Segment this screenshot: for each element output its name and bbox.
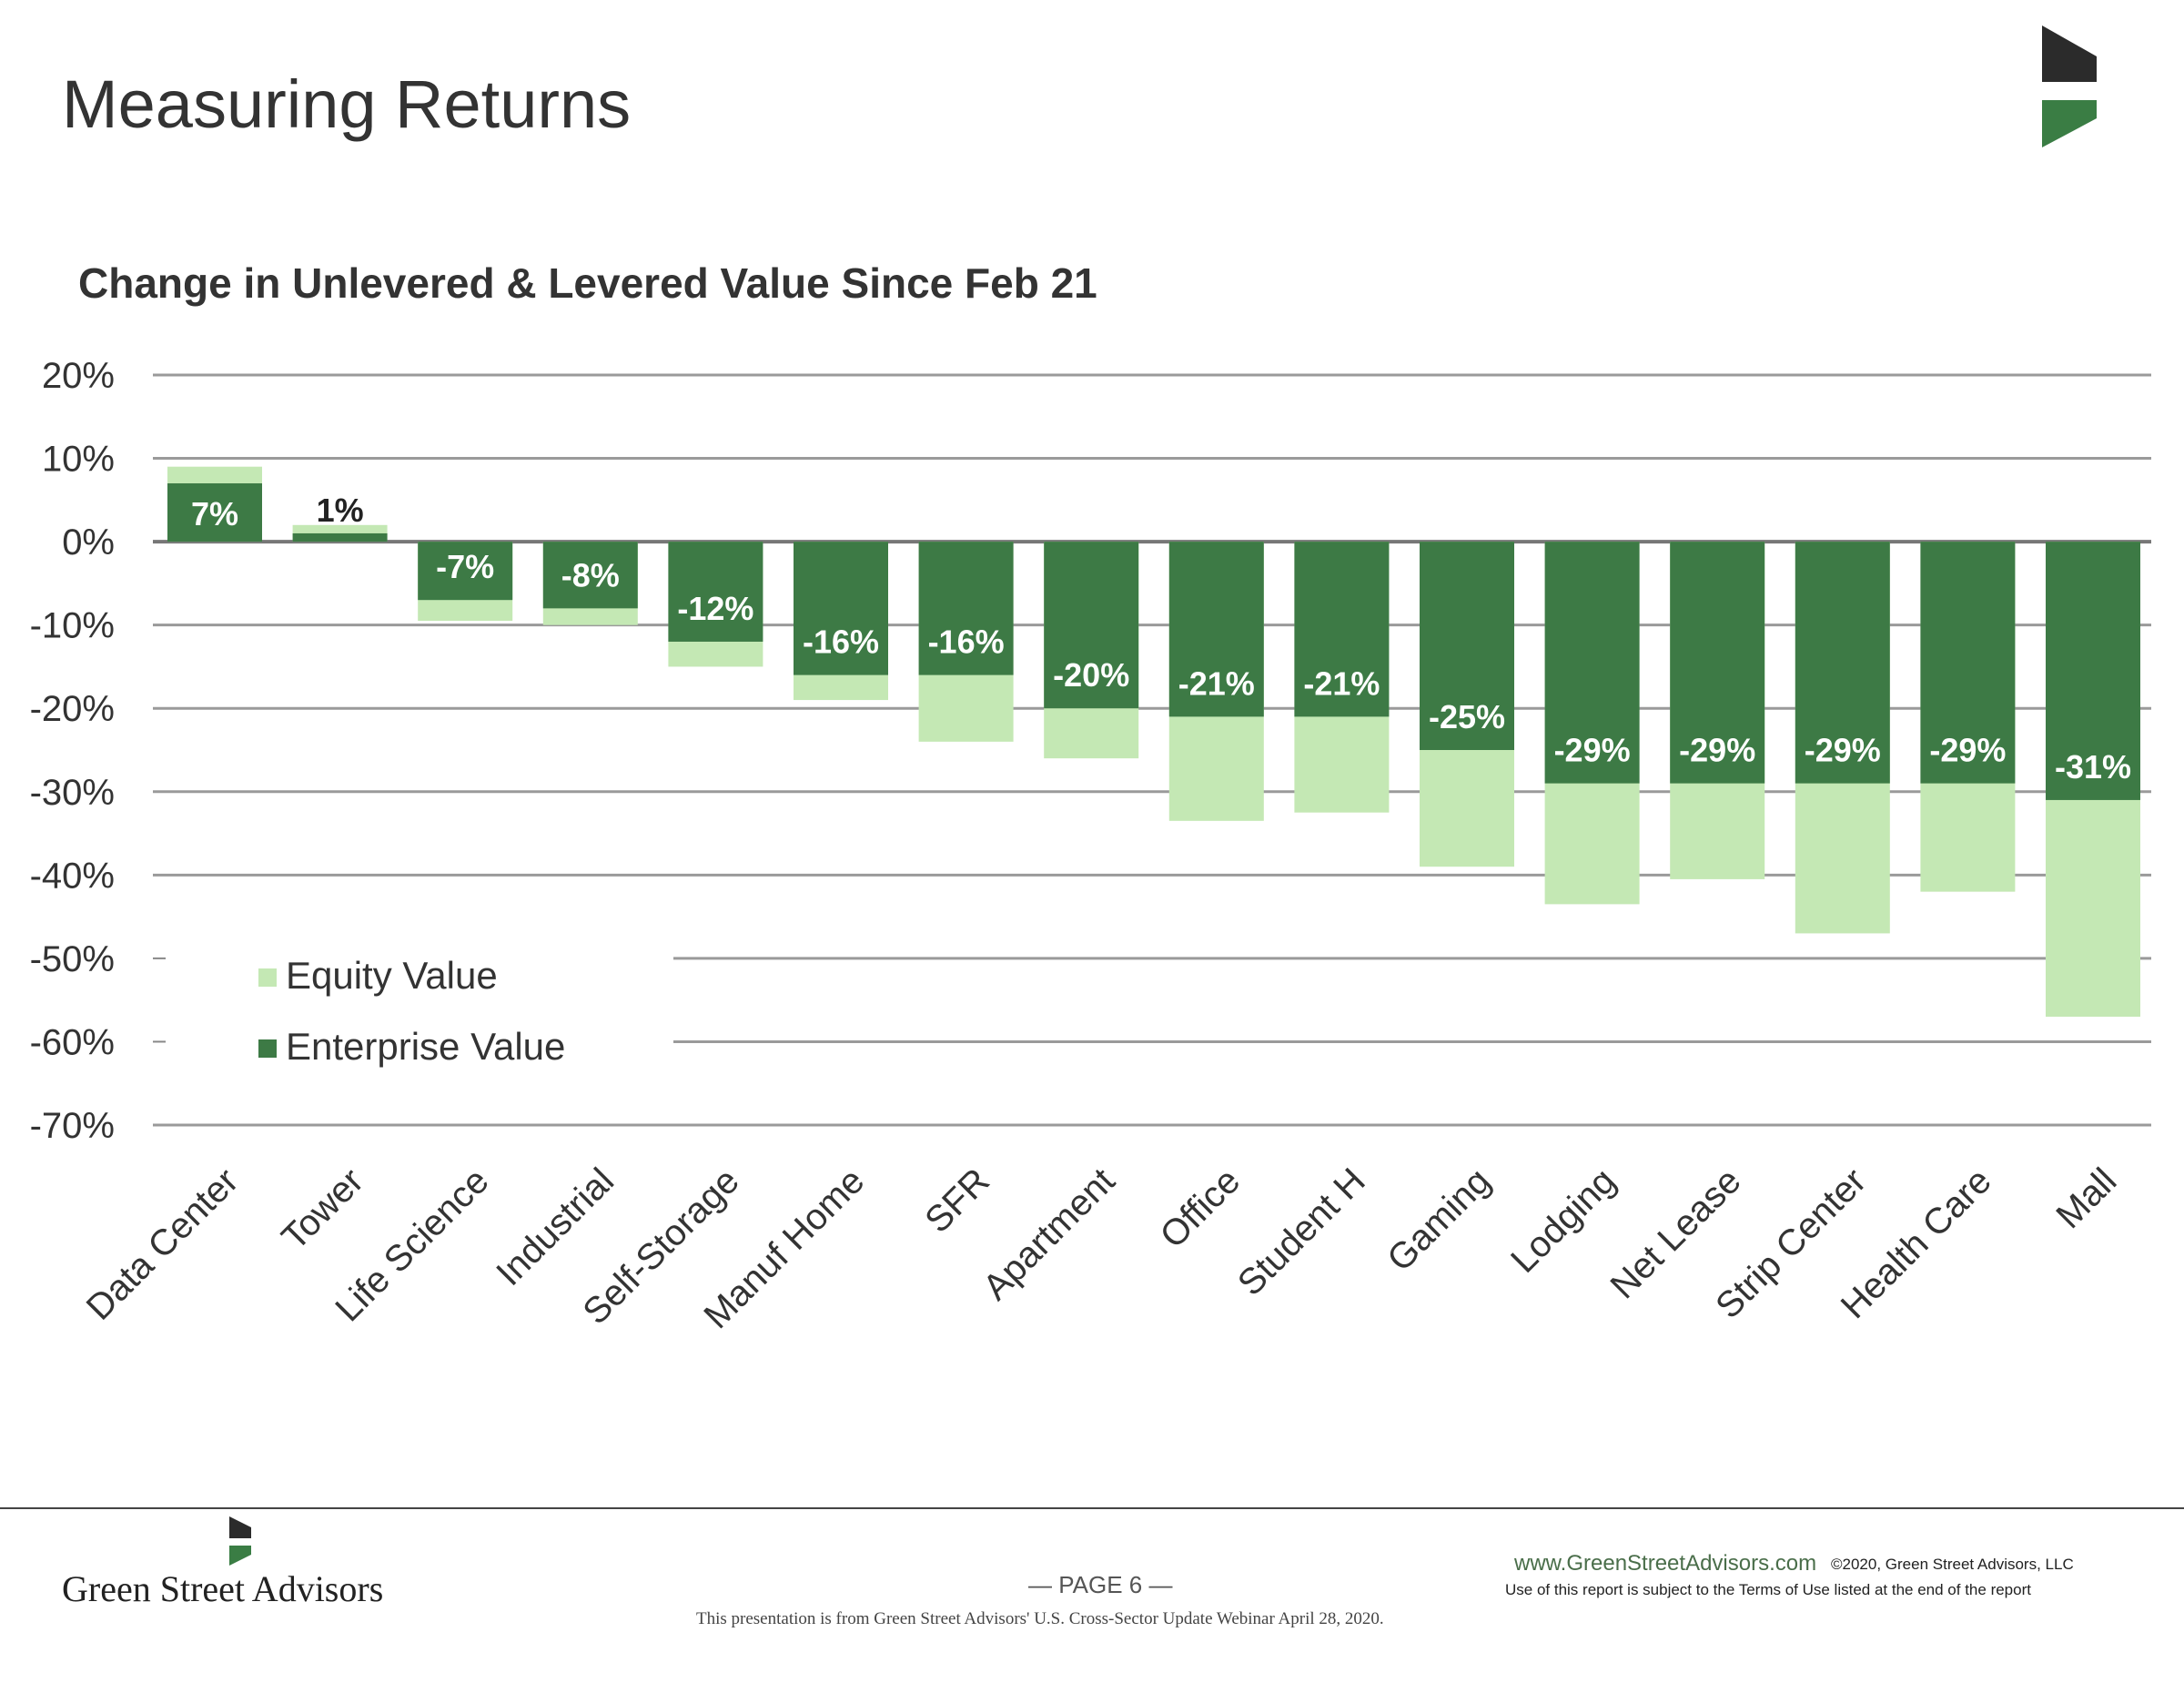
x-tick-label: Gaming: [1380, 1161, 1498, 1279]
legend: Equity Value Enterprise Value: [258, 954, 565, 1068]
enterprise-bar: [1670, 542, 1765, 784]
bars: [167, 466, 2140, 1017]
y-tick-label: 0%: [62, 522, 115, 563]
data-label: -16%: [803, 624, 879, 661]
data-label: -21%: [1178, 664, 1255, 702]
green-street-logo-icon: [2042, 25, 2097, 147]
terms-of-use-text: Use of this report is subject to the Ter…: [1505, 1581, 2031, 1598]
data-label: -31%: [2055, 748, 2131, 786]
footer-divider: [0, 1507, 2184, 1509]
x-tick-label: Industrial: [489, 1161, 622, 1293]
data-label: 7%: [191, 495, 238, 532]
enterprise-bar: [668, 542, 763, 642]
data-labels: 7% 1% -7% -8% -12% -16% -16% -20% -21% -21% -25% -2…: [191, 492, 2131, 786]
enterprise-bar: [2046, 542, 2140, 800]
logo-green-shape: [2042, 100, 2097, 147]
data-label: -29%: [1929, 732, 2006, 769]
data-label: -25%: [1429, 698, 1505, 735]
y-tick-label: -60%: [30, 1022, 115, 1062]
enterprise-bar: [1168, 542, 1264, 717]
y-tick-label: -30%: [30, 773, 115, 813]
data-label: -7%: [436, 548, 494, 585]
enterprise-bar: [918, 542, 1014, 675]
logo-dark-shape: [2042, 25, 2097, 82]
data-label: -21%: [1303, 664, 1380, 702]
data-label: 1%: [317, 492, 364, 529]
enterprise-bar: [1795, 542, 1890, 784]
enterprise-bar: [1544, 542, 1640, 784]
chart-title: Change in Unlevered & Levered Value Sinc…: [78, 259, 1097, 307]
y-tick-label: -20%: [30, 689, 115, 729]
y-axis-ticks: 20% 10% 0% -10% -20% -30% -40% -50% -60% -70%: [30, 356, 115, 1146]
enterprise-bar: [1420, 542, 1514, 750]
y-tick-label: -40%: [30, 856, 115, 896]
data-label: -29%: [1805, 732, 1881, 769]
enterprise-bar: [1044, 542, 1139, 709]
x-tick-label: Mall: [2048, 1161, 2124, 1236]
website-link[interactable]: www.GreenStreetAdvisors.com: [1514, 1551, 1817, 1576]
x-tick-label: Lodging: [1503, 1161, 1623, 1281]
copyright-text: ©2020, Green Street Advisors, LLC: [1831, 1556, 2074, 1573]
enterprise-bar: [167, 483, 262, 542]
enterprise-bar: [418, 542, 513, 601]
data-label: -8%: [561, 556, 620, 593]
footer-logo-icon: [229, 1516, 251, 1566]
legend-swatch: [258, 1039, 277, 1058]
data-label: -29%: [1679, 732, 1755, 769]
data-label: -16%: [928, 624, 1005, 661]
page-title: Measuring Returns: [62, 66, 632, 142]
source-note: This presentation is from Green Street A…: [696, 1609, 1384, 1628]
data-label: -29%: [1554, 732, 1631, 769]
x-tick-label: Tower: [274, 1161, 371, 1258]
x-tick-label: Office: [1153, 1161, 1248, 1255]
y-tick-label: -10%: [30, 606, 115, 646]
y-tick-label: 10%: [42, 440, 115, 480]
legend-swatch: [258, 968, 277, 987]
data-label: -12%: [677, 590, 753, 627]
y-tick-label: 20%: [42, 356, 115, 396]
x-tick-label: Student H: [1230, 1161, 1373, 1303]
enterprise-bar: [542, 542, 638, 609]
enterprise-bar: [794, 542, 888, 675]
legend-label: Enterprise Value: [286, 1025, 565, 1068]
x-tick-label: Data Center: [79, 1161, 247, 1328]
x-tick-label: Apartment: [976, 1161, 1123, 1308]
company-name: Green Street Advisors: [62, 1568, 384, 1609]
enterprise-bar: [1920, 542, 2016, 784]
y-tick-label: -70%: [30, 1106, 115, 1146]
page-number: — PAGE 6 —: [1028, 1571, 1173, 1598]
y-tick-label: -50%: [30, 939, 115, 979]
bar-chart: 20% 10% 0% -10% -20% -30% -40% -50% -60% -70% 7% 1…: [30, 356, 2151, 1336]
x-tick-label: SFR: [917, 1161, 997, 1241]
legend-label: Equity Value: [286, 954, 498, 997]
enterprise-bar: [1294, 542, 1390, 717]
data-label: -20%: [1053, 656, 1129, 694]
enterprise-bar: [292, 532, 388, 542]
